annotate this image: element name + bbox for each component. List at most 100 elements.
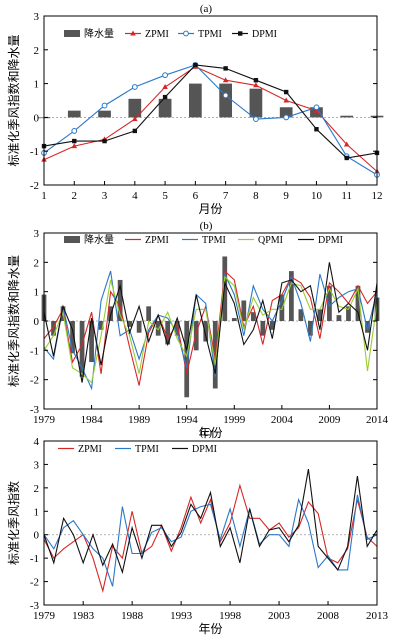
marker-tpmi [313,104,320,111]
legend-swatch-precip [64,236,80,243]
y-tick-label: 1 [34,79,40,91]
series-line-tpmi [43,494,378,587]
precip-bar [317,309,323,321]
legend-label: DPMI [192,444,217,455]
marker-dpmi [344,155,349,161]
precip-bar [340,115,354,118]
plot-frame [43,15,378,186]
marker-dpmi [132,128,138,134]
y-tick-label: 4 [34,436,40,448]
y-tick-label: 0 [34,316,40,328]
precip-bar [365,321,370,333]
x-axis-label: 月份 [198,202,222,216]
marker-tpmi [222,92,229,99]
marker-tpmi [101,102,108,109]
x-tick-label: 1988 [121,610,144,622]
legend-label: DPMI [252,29,277,40]
precip-bar [193,321,199,351]
series-line-tpmi [43,64,378,176]
marker-dpmi [283,89,289,95]
precip-bar [136,321,142,333]
x-tick-label: 1998 [219,610,242,622]
precip-bar [184,321,190,398]
legend-label: ZPMI [145,235,169,246]
series-line-zpmi [43,269,378,386]
x-tick-label: 2004 [271,414,294,426]
legend-label: ZPMI [78,444,102,455]
y-tick-label: -1 [30,553,39,565]
y-tick-label: 3 [34,228,40,240]
panel-label: (c) [200,427,213,439]
panel-label: (b) [200,220,213,232]
precip-bar [203,321,209,342]
y-tick-label: -2 [30,375,39,387]
x-tick-label: 1983 [72,610,95,622]
precip-bar [298,309,304,321]
x-tick-label: 12 [372,190,383,202]
legend-marker [238,31,243,36]
precip-bar [241,300,247,321]
precip-bar [346,306,351,321]
y-tick-label: -2 [30,577,39,589]
precip-bar [128,98,142,118]
precip-bar [98,110,111,118]
precip-bar [165,321,171,345]
x-tick-label: 2003 [268,610,291,622]
precip-bar [127,321,133,327]
x-tick-label: 2014 [366,414,389,426]
marker-zpmi [162,83,168,89]
precip-bar [249,88,263,118]
legend-swatch-precip [64,30,80,37]
precip-bar [269,321,275,330]
precip-bar [288,271,294,321]
x-tick-label: 1989 [128,414,151,426]
y-axis-label: 标准化季风指数和降水量 [6,34,21,166]
x-tick-label: 3 [102,190,108,202]
panel-label: (a) [200,3,213,15]
x-tick-label: 5 [162,190,168,202]
y-tick-label: 3 [34,11,40,23]
marker-zpmi [343,141,350,147]
precip-bar [336,315,342,321]
precip-bar [158,98,172,118]
precip-bar [146,306,152,321]
y-axis-label: 标准化季风指数 [6,481,21,565]
precip-bar [70,321,75,354]
precip-bar [174,321,180,336]
precip-bar [308,321,313,336]
series-line-zpmi [43,483,378,594]
precip-bar [250,312,256,321]
y-tick-label: 2 [34,483,40,495]
precip-bar [327,285,332,321]
precip-bar [260,321,266,336]
legend-label: ZPMI [145,29,169,40]
plot-frame [43,440,378,606]
x-axis-label: 年份 [198,622,222,636]
precip-bar [79,321,85,377]
marker-zpmi [132,116,138,122]
y-tick-label: -1 [30,345,39,357]
series-line-qpmi [43,275,378,384]
marker-tpmi [253,116,259,122]
y-tick-label: 2 [34,257,40,269]
precip-bar [89,321,94,363]
series-line-dpmi [43,262,378,383]
y-tick-label: -2 [30,180,39,192]
x-tick-label: 4 [132,190,138,202]
marker-tpmi [71,128,78,134]
marker-zpmi [283,97,289,103]
precip-bar [67,110,81,118]
precip-bar [189,83,202,118]
x-tick-label: 11 [341,190,352,202]
x-tick-label: 2013 [366,610,389,622]
series-line-zpmi [43,66,378,172]
x-tick-label: 1979 [33,610,56,622]
marker-dpmi [314,127,319,132]
precip-bar [51,321,56,336]
precip-bar [279,107,293,118]
marker-zpmi [253,82,259,88]
marker-tpmi [162,72,168,79]
precip-bar [98,321,104,330]
y-tick-label: 1 [34,506,40,518]
